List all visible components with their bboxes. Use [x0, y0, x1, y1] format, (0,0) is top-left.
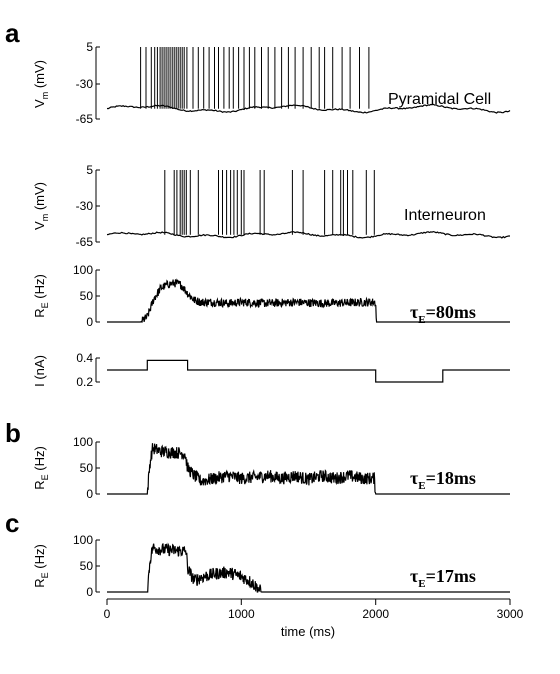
tau-label-18: τE=18ms [410, 468, 476, 492]
tau-label-80: τE=80ms [410, 302, 476, 326]
y-tick-label: 100 [73, 263, 93, 277]
tau-label-17: τE=17ms [410, 566, 476, 590]
x-tick-label: 3000 [497, 607, 524, 621]
y-axis-label: I (nA) [32, 355, 47, 387]
y-axis-label: RE (Hz) [32, 446, 50, 490]
x-tick-label: 1000 [228, 607, 255, 621]
y-tick-label: 0.2 [76, 375, 93, 389]
panel-letter-a: a [5, 18, 20, 48]
re-17-trace [107, 542, 510, 593]
membrane-potential-baseline [106, 230, 510, 239]
y-tick-label: -65 [76, 235, 94, 249]
y-tick-label: -30 [76, 77, 94, 91]
panel-re-18: 100 50 0 RE (Hz) τE=18ms [32, 435, 510, 501]
current-trace [107, 359, 510, 383]
y-tick-label: 50 [80, 461, 94, 475]
re-80-trace [107, 278, 510, 323]
panel-current: 0.4 0.2 I (nA) [32, 351, 510, 389]
y-tick-label: -65 [76, 112, 94, 126]
interneuron-trace [106, 170, 510, 239]
y-tick-label: 5 [86, 40, 93, 54]
pyramidal-trace [106, 47, 511, 114]
x-axis-label: time (ms) [281, 624, 335, 639]
y-tick-label: 50 [80, 559, 94, 573]
pyramidal-cell-label: Pyramidal Cell [388, 91, 491, 108]
y-tick-label: 0 [86, 487, 93, 501]
panel-letter-b: b [5, 418, 21, 448]
x-tick-label: 2000 [362, 607, 389, 621]
re-18-trace [107, 443, 510, 495]
y-tick-label: 100 [73, 435, 93, 449]
panel-re-17: 100 50 0 RE (Hz) τE=17ms [32, 533, 510, 599]
y-tick-label: 5 [86, 163, 93, 177]
y-tick-label: 100 [73, 533, 93, 547]
panel-letter-c: c [5, 508, 19, 538]
x-tick-label: 0 [104, 607, 111, 621]
x-axis: 0 1000 2000 3000 time (ms) [104, 598, 524, 639]
y-tick-label: 0.4 [76, 351, 93, 365]
panel-re-80: 100 50 0 RE (Hz) τE=80ms [32, 263, 510, 329]
panel-interneuron-vm: 5 -30 -65 Vm (mV) Interneuron [32, 163, 510, 249]
y-tick-label: 50 [80, 289, 94, 303]
y-tick-label: -30 [76, 199, 94, 213]
interneuron-label: Interneuron [404, 207, 486, 224]
y-axis-label: RE (Hz) [32, 544, 50, 588]
y-axis-label: RE (Hz) [32, 274, 50, 318]
y-axis-label: Vm (mV) [32, 182, 50, 230]
y-axis-label: Vm (mV) [32, 60, 50, 108]
panel-pyramidal-vm: 5 -30 -65 Vm (mV) Pyramidal Cell [32, 40, 511, 126]
y-tick-label: 0 [86, 585, 93, 599]
y-tick-label: 0 [86, 315, 93, 329]
